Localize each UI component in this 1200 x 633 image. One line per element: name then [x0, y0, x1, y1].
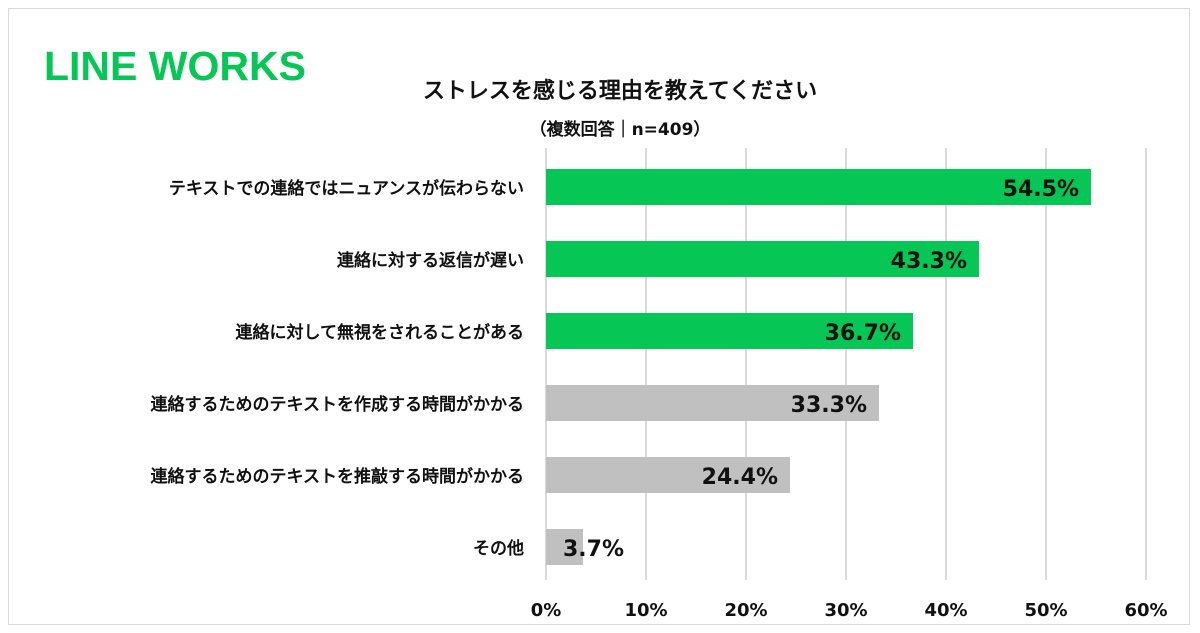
category-label: テキストでの連絡ではニュアンスが伝わらない: [169, 178, 524, 199]
category-label: その他: [473, 538, 524, 559]
category-label: 連絡するためのテキストを推敲する時間がかかる: [151, 466, 525, 487]
value-label: 36.7%: [825, 321, 901, 346]
bar: [546, 529, 583, 565]
bar: [546, 457, 790, 493]
x-tick-label: 0%: [531, 600, 562, 621]
bar: [546, 169, 1091, 205]
category-label: 連絡に対して無視をされることがある: [236, 322, 525, 343]
value-label: 24.4%: [702, 465, 778, 490]
x-tick-label: 20%: [724, 600, 767, 621]
x-tick-label: 40%: [924, 600, 967, 621]
x-tick-label: 10%: [624, 600, 667, 621]
value-label: 33.3%: [791, 393, 867, 418]
value-label: 43.3%: [891, 249, 967, 274]
line-works-logo: LINE WORKS: [44, 43, 306, 89]
x-tick-label: 50%: [1024, 600, 1067, 621]
bar: [546, 241, 979, 277]
x-tick-label: 30%: [824, 600, 867, 621]
value-label: 3.7%: [563, 537, 624, 562]
bar: [546, 313, 913, 349]
chart-frame: [8, 8, 1190, 625]
category-label: 連絡するためのテキストを作成する時間がかかる: [151, 394, 525, 415]
x-tick-label: 60%: [1124, 600, 1167, 621]
chart-title: ストレスを感じる理由を教えてください: [422, 79, 818, 104]
category-label: 連絡に対する返信が遅い: [337, 250, 524, 271]
bar: [546, 385, 879, 421]
value-label: 54.5%: [1003, 177, 1079, 202]
chart-subtitle: （複数回答｜n=409）: [529, 120, 711, 140]
